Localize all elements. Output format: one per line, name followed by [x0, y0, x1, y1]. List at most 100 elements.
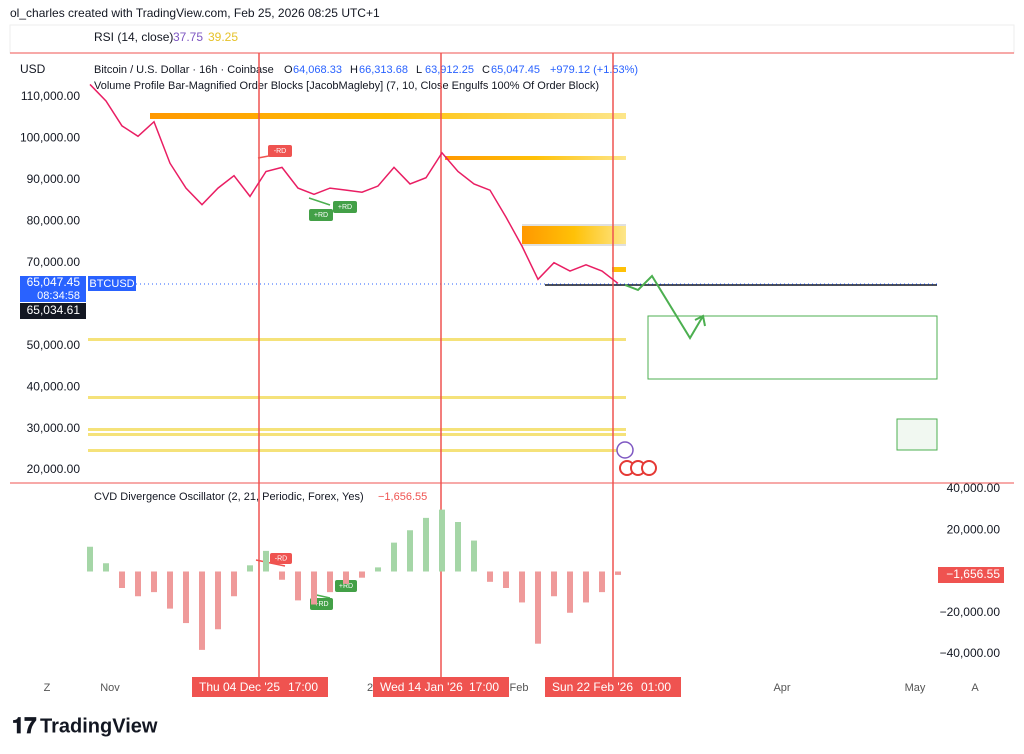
ohlc-prefix: H — [350, 64, 358, 76]
cvd-bar — [215, 571, 221, 630]
cvd-bar — [471, 540, 477, 572]
cvd-bar — [599, 571, 605, 593]
cvd-bar — [343, 571, 349, 584]
cvd-bar — [567, 571, 573, 613]
cvd-bar — [503, 571, 509, 589]
cvd-bar — [439, 509, 445, 572]
last-price: 65,047.45 — [27, 275, 81, 289]
order-block — [445, 156, 626, 160]
y-tick-label: 90,000.00 — [27, 172, 81, 186]
change: +979.12 (+1.53%) — [550, 64, 638, 76]
order-block — [150, 113, 626, 119]
y-tick-label: 40,000.00 — [27, 379, 81, 393]
logo-mark: 𝟏𝟕 — [12, 713, 37, 738]
signal-label: +RD — [314, 212, 328, 219]
forecast-path — [624, 274, 704, 340]
cvd-bar — [583, 571, 589, 603]
rsi-panel — [9, 24, 1015, 54]
y-tick-label: −40,000.00 — [940, 646, 1001, 660]
signal-badge — [270, 553, 292, 564]
order-block — [88, 433, 626, 436]
x-tick-label: A — [971, 682, 979, 694]
order-block — [612, 267, 626, 272]
target-box — [896, 418, 938, 451]
order-block — [88, 449, 626, 452]
ohlc-value: 65,047.45 — [491, 64, 540, 76]
cvd-bar — [231, 571, 237, 597]
cvd-bar — [455, 522, 461, 572]
cvd-bar — [247, 565, 253, 572]
event-time: 01:00 — [641, 680, 671, 694]
symbol-tag: BTCUSD — [89, 278, 134, 290]
divergence-line — [308, 197, 331, 206]
cvd-axis-value: −1,656.55 — [946, 567, 1000, 581]
countdown: 08:34:58 — [37, 290, 80, 302]
x-tick-label: Z — [44, 682, 51, 694]
x-tick-label: 2 — [367, 682, 373, 694]
y-tick-label: 50,000.00 — [27, 338, 81, 352]
cvd-bar — [311, 571, 317, 605]
event-flag[interactable] — [641, 460, 657, 476]
cvd-bar — [87, 546, 93, 572]
symbol: Bitcoin / U.S. Dollar · 16h · Coinbase — [94, 64, 274, 76]
event-date: Thu 04 Dec '25 — [199, 680, 280, 694]
price-line — [89, 83, 619, 285]
signal-badge — [335, 580, 357, 592]
cursor-badge — [20, 303, 86, 319]
y-tick-label: 110,000.00 — [21, 89, 80, 103]
ohlc-value: 66,313.68 — [359, 64, 408, 76]
cvd-bar — [327, 571, 333, 593]
cvd-bar — [119, 571, 125, 589]
signal-label: +RD — [314, 601, 328, 608]
y-tick-label: 40,000.00 — [947, 481, 1001, 495]
order-block — [88, 428, 626, 431]
cvd-bar — [295, 571, 301, 601]
rsi-value: 37.75 — [173, 30, 203, 44]
cvd-title: CVD Divergence Oscillator (2, 21, Period… — [94, 491, 364, 503]
y-tick-label: 100,000.00 — [20, 131, 80, 145]
ohlc-value: 64,068.33 — [293, 64, 342, 76]
cvd-bar — [359, 571, 365, 578]
signal-label: -RD — [274, 148, 286, 155]
cvd-bar — [263, 550, 269, 572]
cvd-bar — [183, 571, 189, 624]
event-time: 17:00 — [288, 680, 318, 694]
y-tick-label: 30,000.00 — [27, 421, 81, 435]
cvd-bar — [423, 517, 429, 572]
signal-badge — [268, 145, 292, 157]
cvd-value: −1,656.55 — [378, 491, 427, 503]
cvd-bar — [391, 542, 397, 572]
cursor-price: 65,034.61 — [27, 303, 81, 317]
cvd-bar — [103, 563, 109, 572]
cvd-bar — [375, 567, 381, 572]
cvd-value-badge — [938, 567, 1004, 583]
x-tick-label: Feb — [510, 682, 529, 694]
x-tick-label: Apr — [773, 682, 790, 694]
cvd-bar — [407, 530, 413, 572]
cvd-bar — [487, 571, 493, 582]
order-block — [88, 396, 626, 399]
credit: ol_charles created with TradingView.com,… — [10, 6, 380, 20]
ohlc-prefix: L — [416, 64, 422, 76]
time-axis: Z Nov 2 Feb Apr May A Thu 04 Dec '25 17:00 Wed 14… — [44, 677, 979, 697]
signal-label: -RD — [275, 555, 287, 562]
cvd-bar — [615, 571, 621, 575]
cvd-bar — [551, 571, 557, 597]
currency: USD — [20, 62, 46, 76]
ohlc-prefix: O — [284, 64, 293, 76]
order-blocks — [88, 113, 626, 452]
ohlc: O 64,068.33 H 66,313.68 L 63,912.25 C 65,047.45… — [284, 64, 638, 76]
ohlc-prefix: C — [482, 64, 490, 76]
signal-label: +RD — [338, 204, 352, 211]
event-icon[interactable] — [616, 441, 634, 459]
y-tick-label: 20,000.00 — [27, 462, 81, 476]
cvd-bar — [519, 571, 525, 603]
signal-badge — [309, 209, 333, 221]
event-label-badge — [545, 677, 681, 697]
signal-badge — [333, 201, 357, 213]
rsi-title: RSI (14, close) — [94, 30, 173, 44]
y-tick-label: 20,000.00 — [947, 522, 1001, 536]
y-tick-label: 80,000.00 — [27, 213, 81, 227]
